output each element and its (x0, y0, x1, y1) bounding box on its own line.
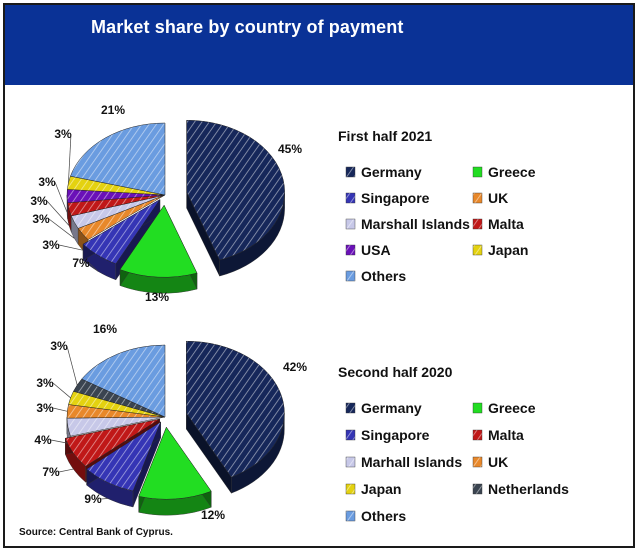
legend-label-uk: UK (488, 190, 508, 206)
header-bar: Market share by country of payment (5, 5, 633, 85)
slice-others (70, 122, 166, 196)
legend-swatch-malta (472, 218, 483, 230)
data-label-singapore: 9% (84, 492, 102, 506)
data-label-netherlands: 3% (50, 339, 68, 353)
data-label-greece: 13% (145, 290, 169, 304)
legend-label-others: Others (361, 268, 406, 284)
legend-swatch-usa (345, 244, 356, 256)
data-label-germany: 42% (283, 360, 307, 374)
slice-singapore (86, 421, 162, 492)
data-label-others: 21% (101, 103, 125, 117)
legend-swatch-greece (472, 402, 483, 414)
leader-line-marshall-islands (48, 218, 75, 239)
legend-swatch-germany (345, 166, 356, 178)
legend-label-germany: Germany (361, 400, 422, 416)
chart-frame: Market share by country of payment 45% 13… (3, 3, 635, 548)
legend-label-uk: UK (488, 454, 508, 470)
legend-label-germany: Germany (361, 164, 422, 180)
pie-chart-first-half-2021: 45% 13% 7% 3% 3% 3% 3% 3% 21% First half 2021 Germ… (30, 103, 535, 304)
slice-singapore (82, 199, 161, 265)
source-note: Source: Central Bank of Cyprus. (19, 527, 173, 538)
legend-swatch-marhall-islands (345, 456, 356, 468)
legend-label-marhall-islands: Marhall Islands (361, 454, 462, 470)
leader-line-marhall-islands (50, 439, 69, 444)
legend-swatch-others (345, 270, 356, 282)
leader-line-malta (46, 200, 70, 226)
data-label-usa: 3% (38, 175, 56, 189)
data-label-malta: 7% (42, 465, 60, 479)
legend-swatch-japan (472, 244, 483, 256)
legend-label-japan: Japan (488, 242, 528, 258)
legend-label-greece: Greece (488, 400, 536, 416)
legend-swatch-singapore (345, 192, 356, 204)
data-label-japan: 3% (54, 127, 72, 141)
legend-swatch-malta (472, 429, 483, 441)
legend-swatch-greece (472, 166, 483, 178)
leader-line-japan (52, 382, 71, 399)
data-label-uk: 3% (36, 401, 54, 415)
slice-germany (186, 119, 285, 261)
charts-canvas: 45% 13% 7% 3% 3% 3% 3% 3% 21% First half 2021 Germ… (30, 103, 569, 524)
legend-label-malta: Malta (488, 216, 524, 232)
leader-line-uk (52, 407, 68, 412)
legend-label-greece: Greece (488, 164, 536, 180)
data-label-marhall-islands: 4% (34, 433, 52, 447)
leader-line-usa (54, 181, 68, 213)
legend-label-japan: Japan (361, 481, 401, 497)
legend-swatch-netherlands (472, 483, 483, 495)
leader-line-uk (58, 244, 83, 251)
leader-line-malta (58, 468, 74, 473)
legend-label-usa: USA (361, 242, 391, 258)
data-label-others: 16% (93, 322, 117, 336)
legend-swatch-others (345, 510, 356, 522)
chart-title: First half 2021 (338, 128, 432, 144)
leader-line-netherlands (66, 345, 78, 386)
data-label-germany: 45% (278, 142, 302, 156)
slice-others (81, 344, 166, 418)
leader-line-singapore (88, 262, 99, 272)
legend-label-malta: Malta (488, 427, 524, 443)
legend-label-singapore: Singapore (361, 427, 430, 443)
slice-germany (186, 340, 285, 478)
pie-chart-second-half-2020: 42% 12% 9% 7% 4% 3% 3% 3% 16% Second half 2020 Ger… (34, 322, 569, 524)
slice-malta (64, 418, 160, 467)
legend-swatch-singapore (345, 429, 356, 441)
legend-label-marshall-islands: Marshall Islands (361, 216, 470, 232)
chart-title: Second half 2020 (338, 364, 453, 380)
data-label-greece: 12% (201, 508, 225, 522)
data-label-japan: 3% (36, 376, 54, 390)
legend-swatch-marshall-islands (345, 218, 356, 230)
legend-swatch-germany (345, 402, 356, 414)
slice-greece (138, 426, 212, 500)
slice-greece (119, 204, 198, 278)
legend-label-others: Others (361, 508, 406, 524)
data-label-singapore: 7% (72, 256, 90, 270)
data-label-uk: 3% (42, 238, 60, 252)
legend-label-singapore: Singapore (361, 190, 430, 206)
legend-swatch-uk (472, 456, 483, 468)
legend-label-netherlands: Netherlands (488, 481, 569, 497)
legend-swatch-uk (472, 192, 483, 204)
leader-line-japan (68, 133, 72, 183)
data-label-marshall-islands: 3% (32, 212, 50, 226)
data-label-malta: 3% (30, 194, 48, 208)
page-title: Market share by country of payment (91, 17, 404, 37)
legend-swatch-japan (345, 483, 356, 495)
